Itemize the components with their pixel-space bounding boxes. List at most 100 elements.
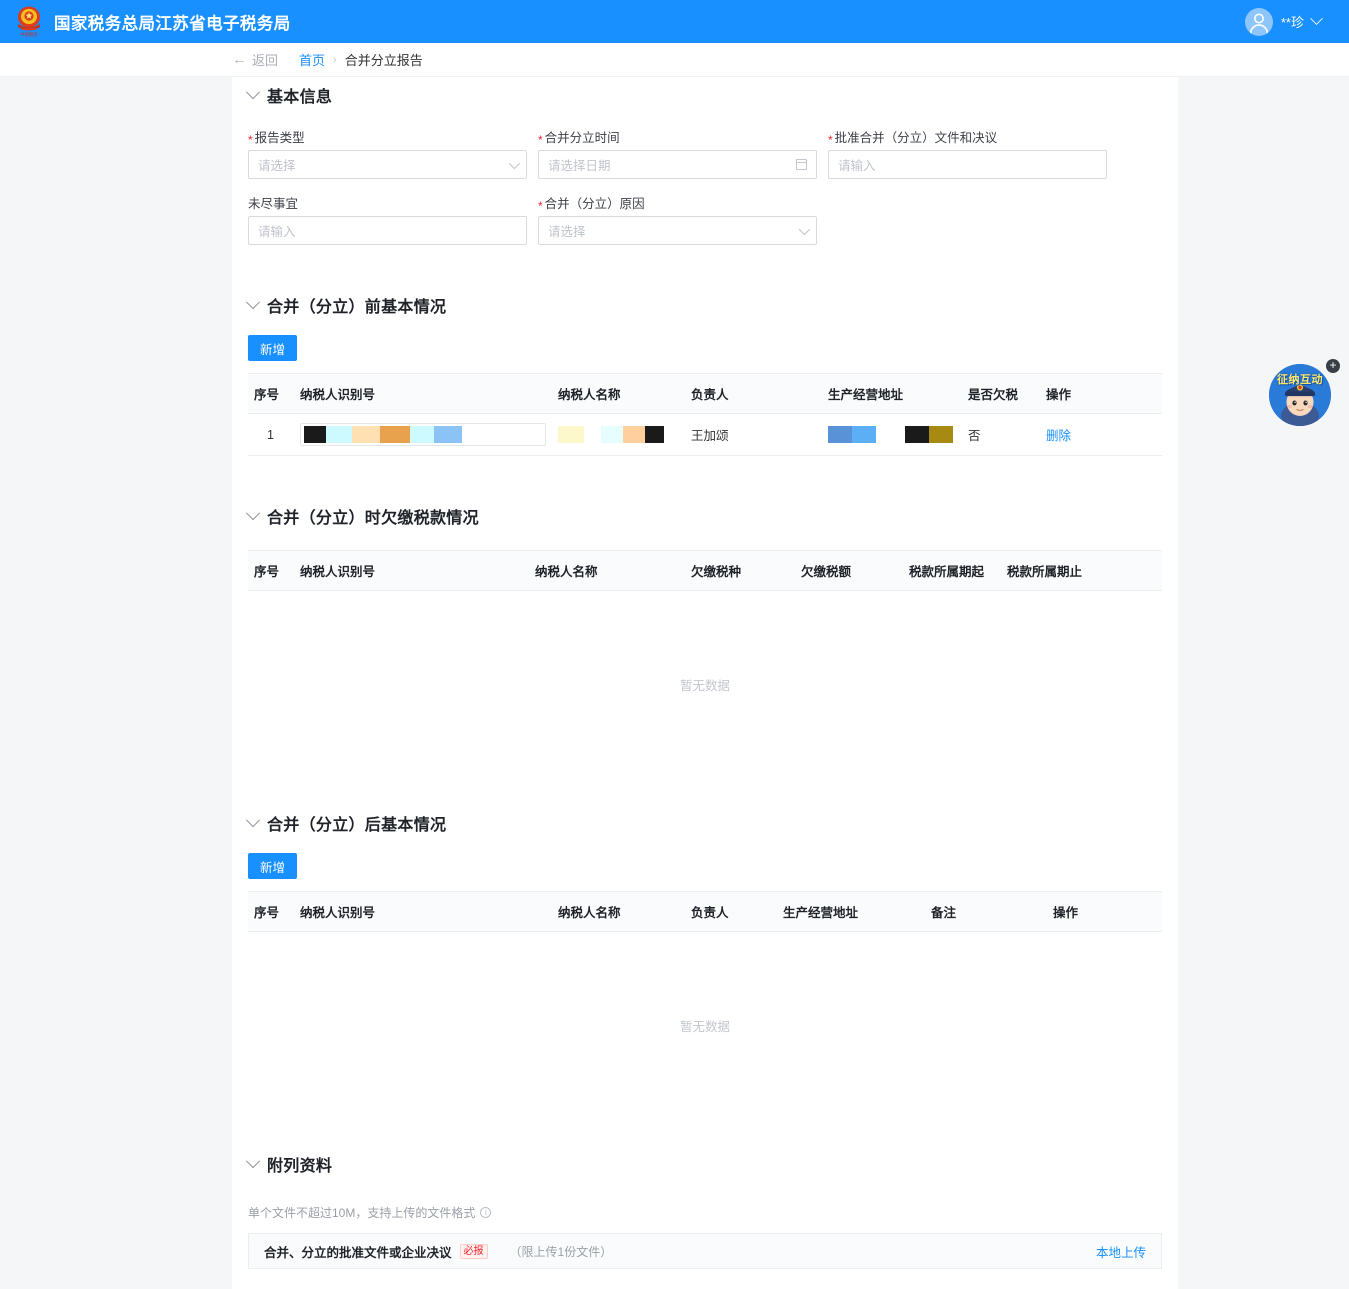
col-taxpayer-id: 纳税人识别号 [300,891,558,932]
section-title: 合并（分立）后基本情况 [267,817,447,834]
section-title: 合并（分立）前基本情况 [267,299,447,316]
china-taxation-emblem-icon: 中国税务 [14,6,44,38]
username-label: **珍 [1280,15,1304,30]
section-title: 基本信息 [267,89,333,106]
field-label-wrap: 未尽事宜 [248,193,538,211]
merge-reason-select[interactable]: 请选择 [538,216,817,245]
field-spacer [828,193,1118,245]
table-owed-tax: 序号 纳税人识别号 纳税人名称 欠缴税种 欠缴税额 税款所属期起 税款所属期止 [248,550,1162,591]
field-merge-date: * 合并分立时间 请选择日期 [538,127,828,179]
col-taxpayer-name: 纳税人名称 [558,891,691,932]
table-header: 序号 纳税人识别号 纳税人名称 负责人 生产经营地址 是否欠税 操作 [248,373,1162,414]
field-report-type: * 报告类型 请选择 [248,127,538,179]
merge-date-input[interactable]: 请选择日期 [538,150,817,179]
section-title: 附列资料 [267,1158,333,1175]
tax-interaction-widget[interactable]: 征纳互动 + [1269,359,1340,426]
app-header: 中国税务 国家税务总局江苏省电子税务局 **珍 [0,0,1349,43]
col-index: 序号 [248,891,300,932]
col-action: 操作 [1053,891,1162,932]
redacted-address [828,426,953,443]
col-index: 序号 [248,550,300,591]
field-merge-reason: * 合并（分立）原因 请选择 [538,193,828,245]
breadcrumb-home-link[interactable]: 首页 [299,53,326,68]
back-button[interactable]: ← 返回 [232,50,278,69]
svg-text:中国税务: 中国税务 [20,31,38,37]
empty-text: 暂无数据 [679,678,730,693]
col-taxpayer-id: 纳税人识别号 [300,373,558,414]
cell-owes-tax: 否 [968,413,1046,456]
col-taxpayer-name: 纳税人名称 [558,373,691,414]
breadcrumb: ← 返回 首页 › 合并分立报告 [0,43,1349,77]
col-tax-period-start: 税款所属期起 [909,550,1007,591]
remaining-matters-input[interactable]: 请输入 [248,216,527,245]
chevron-down-icon[interactable] [508,157,521,169]
delete-row-link[interactable]: 删除 [1046,429,1072,443]
col-owed-tax-type: 欠缴税种 [691,550,801,591]
col-owes-tax: 是否欠税 [968,373,1046,414]
col-tax-period-end: 税款所属期止 [1007,550,1162,591]
field-label: 报告类型 [254,131,305,145]
add-row-button-after-merge[interactable]: 新增 [248,853,298,879]
chevron-down-icon[interactable] [245,85,261,100]
chevron-down-icon[interactable] [798,223,811,235]
required-mark: * [538,199,543,213]
section-header-basic-info[interactable]: 基本信息 [232,83,1178,107]
section-header-attachments[interactable]: 附列资料 [232,1152,1178,1176]
attachment-name: 合并、分立的批准文件或企业决议 [264,1245,452,1260]
back-label: 返回 [252,53,279,68]
table-after-merge: 序号 纳税人识别号 纳税人名称 负责人 生产经营地址 备注 操作 [248,891,1162,932]
field-remaining-matters: 未尽事宜 请输入 [248,193,538,245]
page-body: 基本信息 * 报告类型 请选择 * 合并分立时间 请选择日期 [0,77,1349,1289]
table-body: 1 王加颂 [248,413,1162,456]
section-title: 合并（分立）时欠缴税款情况 [267,510,479,527]
back-arrow-icon: ← [232,51,247,68]
tax-interaction-avatar[interactable]: 征纳互动 [1269,364,1331,426]
local-upload-link[interactable]: 本地上传 [1095,1245,1146,1260]
taxpayer-id-input[interactable] [300,423,546,446]
chevron-down-icon[interactable] [245,813,261,828]
header-user-area[interactable]: **珍 [1244,7,1335,36]
col-taxpayer-id: 纳税人识别号 [300,550,535,591]
table-header-row: 序号 纳税人识别号 纳税人名称 负责人 生产经营地址 是否欠税 操作 [248,373,1162,414]
section-header-before-merge[interactable]: 合并（分立）前基本情况 [232,293,1178,317]
form-card: 基本信息 * 报告类型 请选择 * 合并分立时间 请选择日期 [232,77,1178,1289]
plus-icon[interactable]: + [1326,359,1340,373]
app-title: 国家税务总局江苏省电子税务局 [54,14,291,33]
empty-state-after-merge: 暂无数据 [248,932,1162,1118]
field-label-wrap: * 批准合并（分立）文件和决议 [828,127,1118,146]
breadcrumb-current: 合并分立报告 [344,53,423,68]
col-owed-tax-amount: 欠缴税额 [801,550,909,591]
chevron-down-icon[interactable] [1310,12,1323,26]
breadcrumb-separator: › [333,53,337,66]
chevron-down-icon[interactable] [245,295,261,310]
calendar-icon[interactable] [796,159,807,170]
cell-person-in-charge: 王加颂 [691,413,828,456]
chevron-down-icon[interactable] [245,506,261,521]
section-header-after-merge[interactable]: 合并（分立）后基本情况 [232,811,1178,835]
col-action: 操作 [1046,373,1162,414]
select-placeholder: 请选择 [258,159,296,173]
col-taxpayer-name: 纳税人名称 [535,550,691,591]
chevron-down-icon[interactable] [245,1154,261,1169]
field-label-wrap: * 合并分立时间 [538,127,828,146]
table-header: 序号 纳税人识别号 纳税人名称 负责人 生产经营地址 备注 操作 [248,891,1162,932]
approval-doc-input[interactable]: 请输入 [828,150,1107,179]
cell-action: 删除 [1046,413,1162,456]
report-type-select[interactable]: 请选择 [248,150,527,179]
section-header-owed-tax[interactable]: 合并（分立）时欠缴税款情况 [232,504,1178,528]
field-label: 批准合并（分立）文件和决议 [834,131,998,145]
redacted-taxpayer-name [558,426,664,443]
add-row-button-before-merge[interactable]: 新增 [248,335,298,361]
tax-interaction-label: 征纳互动 [1277,374,1323,386]
empty-text: 暂无数据 [679,1019,730,1034]
header-brand: 中国税务 国家税务总局江苏省电子税务局 [14,6,291,38]
col-address: 生产经营地址 [828,373,968,414]
date-placeholder: 请选择日期 [548,159,611,173]
cell-taxpayer-id [300,413,558,456]
table-header: 序号 纳税人识别号 纳税人名称 欠缴税种 欠缴税额 税款所属期起 税款所属期止 [248,550,1162,591]
info-icon[interactable]: i [480,1207,492,1218]
input-placeholder: 请输入 [838,159,876,173]
cell-address [828,413,968,456]
col-address: 生产经营地址 [783,891,931,932]
table-row: 1 王加颂 [248,413,1162,456]
